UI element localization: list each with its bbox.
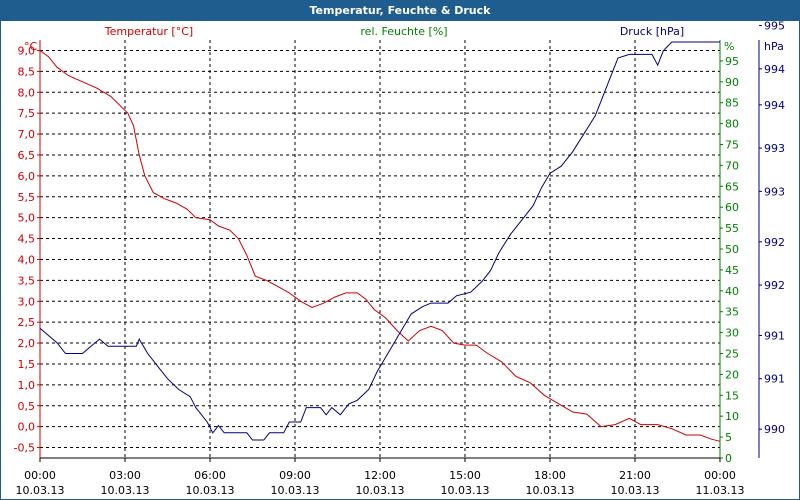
temperature-tick-label: 1,5 — [18, 358, 36, 371]
x-tick-time: 00:00 — [24, 469, 56, 482]
humidity-tick-label: 75 — [725, 139, 739, 152]
temperature-tick-label: 9,0 — [18, 44, 36, 57]
pressure-tick-label: 992 — [764, 279, 785, 292]
x-tick-time: 00:00 — [704, 469, 736, 482]
pressure-tick-label: 993 — [764, 142, 785, 155]
pressure-tick-label: 994 — [764, 99, 785, 112]
x-tick-date: 10.03.13 — [16, 484, 65, 497]
temperature-tick-label: 2,5 — [18, 316, 36, 329]
x-tick-date: 10.03.13 — [356, 484, 405, 497]
humidity-tick-label: 40 — [725, 285, 739, 298]
humidity-tick-label: 85 — [725, 97, 739, 110]
humidity-tick-label: 0 — [725, 452, 732, 465]
humidity-tick-label: 25 — [725, 348, 739, 361]
temperature-tick-label: 4,5 — [18, 233, 36, 246]
temperature-tick-label: 8,5 — [18, 65, 36, 78]
pressure-tick-label: 992 — [764, 236, 785, 249]
pressure-tick-label: 994 — [764, 63, 785, 76]
legend-humidity: rel. Feuchte [%] — [360, 25, 447, 38]
humidity-tick-label: 55 — [725, 222, 739, 235]
temperature-tick-label: 1,0 — [18, 379, 36, 392]
x-tick-date: 10.03.13 — [526, 484, 575, 497]
temperature-tick-label: 0,0 — [18, 421, 36, 434]
legend-temperature: Temperatur [°C] — [104, 25, 193, 38]
x-tick-time: 21:00 — [619, 469, 651, 482]
temperature-tick-label: 0,5 — [18, 400, 36, 413]
temperature-tick-label: 3,0 — [18, 295, 36, 308]
pressure-tick-label: 990 — [764, 423, 785, 436]
humidity-tick-label: 80 — [725, 118, 739, 131]
x-tick-date: 11.03.13 — [696, 484, 745, 497]
humidity-tick-label: 60 — [725, 201, 739, 214]
humidity-tick-label: 65 — [725, 180, 739, 193]
humidity-tick-label: 30 — [725, 327, 739, 340]
humidity-tick-label: 95 — [725, 55, 739, 68]
temperature-line — [39, 49, 721, 442]
temperature-tick-label: 4,0 — [18, 253, 36, 266]
window-title: Temperatur, Feuchte & Druck — [1, 1, 799, 21]
x-tick-date: 10.03.13 — [101, 484, 150, 497]
humidity-tick-label: 5 — [725, 431, 732, 444]
pressure-line — [39, 41, 720, 441]
legend-pressure: Druck [hPa] — [620, 25, 684, 38]
temperature-tick-label: 5,5 — [18, 191, 36, 204]
labels-layer: -0,5 0,0 0,5 1,0 1,5 2,0 2,5 3,0 3,5 4,0 4,5 5,0 5,5… — [14, 20, 785, 497]
humidity-tick-label: 70 — [725, 159, 739, 172]
temperature-tick-label: -0,5 — [14, 442, 35, 455]
temperature-tick-label: 3,5 — [18, 274, 36, 287]
temperature-tick-label: 7,5 — [18, 107, 36, 120]
humidity-tick-label: 20 — [725, 368, 739, 381]
pressure-unit-label: hPa — [764, 40, 784, 53]
humidity-unit-label: % — [724, 40, 734, 53]
x-tick-date: 10.03.13 — [186, 484, 235, 497]
series-layer — [39, 41, 721, 442]
axis-lines — [37, 25, 762, 462]
pressure-tick-label: 991 — [764, 373, 785, 386]
grid-lines — [40, 40, 720, 458]
temperature-unit-label: °C — [24, 40, 38, 53]
pressure-tick-label: 993 — [764, 185, 785, 198]
x-tick-date: 10.03.13 — [271, 484, 320, 497]
temperature-tick-label: 6,5 — [18, 149, 36, 162]
x-tick-time: 12:00 — [364, 469, 396, 482]
temperature-tick-label: 8,0 — [18, 86, 36, 99]
temperature-tick-label: 2,0 — [18, 337, 36, 350]
x-tick-time: 03:00 — [109, 469, 141, 482]
x-tick-time: 09:00 — [279, 469, 311, 482]
humidity-tick-label: 10 — [725, 410, 739, 423]
x-tick-time: 06:00 — [194, 469, 226, 482]
humidity-tick-label: 50 — [725, 243, 739, 256]
humidity-tick-label: 45 — [725, 264, 739, 277]
temperature-tick-label: 7,0 — [18, 128, 36, 141]
pressure-tick-label: 991 — [764, 329, 785, 342]
humidity-tick-label: 90 — [725, 76, 739, 89]
humidity-tick-label: 15 — [725, 389, 739, 402]
x-tick-date: 10.03.13 — [441, 484, 490, 497]
x-tick-time: 15:00 — [449, 469, 481, 482]
x-tick-time: 18:00 — [534, 469, 566, 482]
x-tick-date: 10.03.13 — [611, 484, 660, 497]
temperature-tick-label: 6,0 — [18, 170, 36, 183]
temperature-tick-label: 5,0 — [18, 212, 36, 225]
humidity-tick-label: 35 — [725, 306, 739, 319]
pressure-tick-label: 995 — [764, 20, 785, 33]
